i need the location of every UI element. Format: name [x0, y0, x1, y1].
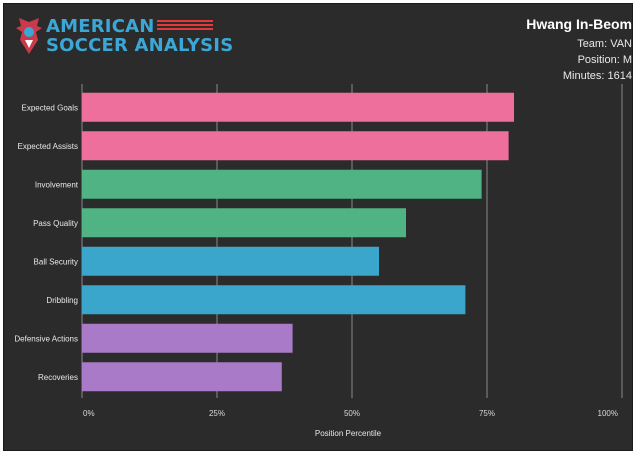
x-axis-title: Position Percentile [315, 429, 382, 438]
x-tick-label: 75% [479, 409, 495, 418]
brand-name-line2: SOCCER ANALYSIS [46, 35, 234, 56]
category-label: Recoveries [38, 373, 78, 382]
bar-defensive-actions [82, 323, 293, 353]
x-tick-label: 25% [209, 409, 225, 418]
brand-logo: AMERICAN SOCCER ANALYSIS [16, 16, 233, 60]
category-label: Expected Assists [18, 142, 78, 151]
category-label: Defensive Actions [14, 334, 78, 343]
category-label: Dribbling [46, 296, 78, 305]
eagle-crest-icon [16, 18, 42, 54]
bar-pass-quality [82, 208, 406, 238]
player-team: Team: VAN [577, 38, 632, 50]
bar-ball-security [82, 246, 379, 276]
player-info: Hwang In-Beom Team: VAN Position: M Minu… [526, 16, 632, 84]
bar-involvement [82, 169, 482, 199]
player-position: Position: M [577, 54, 632, 66]
brand-name-line1: AMERICAN [46, 16, 155, 37]
bar-expected-assists [82, 131, 509, 161]
bar-expected-goals [82, 92, 514, 122]
category-label: Expected Goals [22, 103, 78, 112]
bar-dribbling [82, 285, 466, 315]
category-label: Ball Security [34, 257, 78, 266]
player-minutes: Minutes: 1614 [562, 70, 632, 82]
x-tick-label: 0% [83, 409, 95, 418]
category-label: Pass Quality [33, 219, 78, 228]
x-tick-label: 50% [344, 409, 360, 418]
bar-recoveries [82, 362, 282, 392]
category-label: Involvement [35, 180, 79, 189]
player-name: Hwang In-Beom [526, 16, 632, 32]
brand-stripes [157, 20, 213, 34]
x-tick-label: 100% [598, 409, 618, 418]
